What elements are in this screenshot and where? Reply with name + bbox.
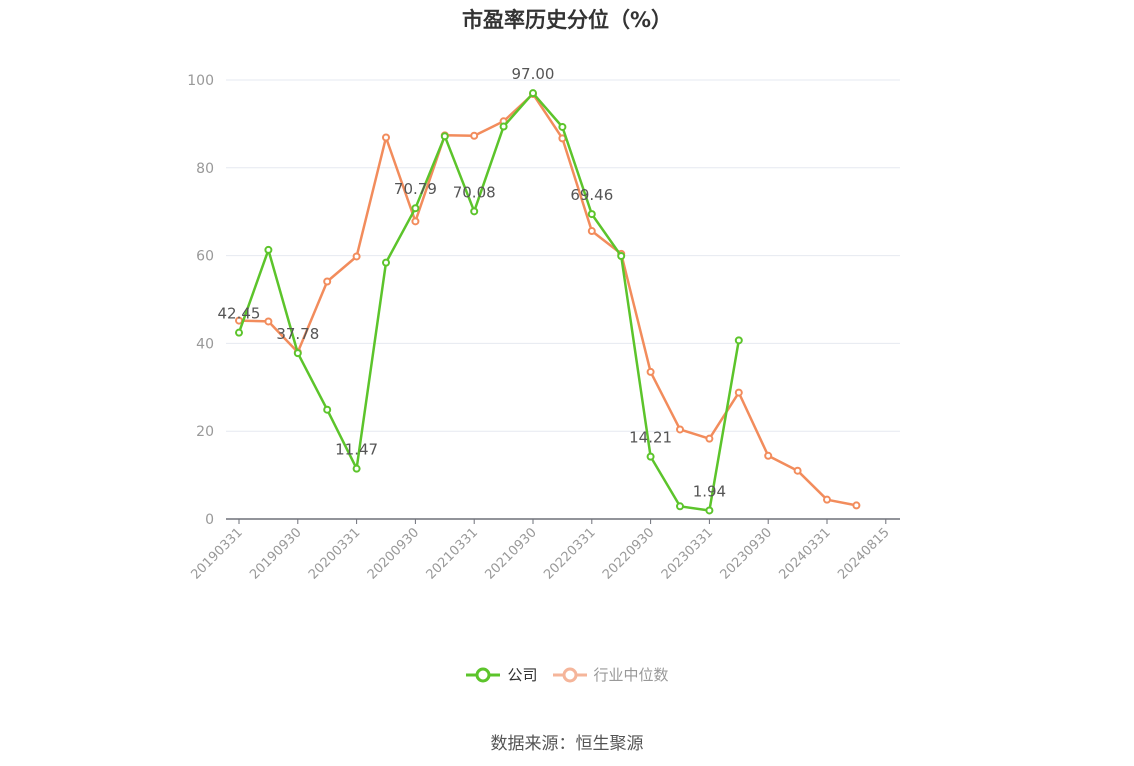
industry-point [764,451,773,460]
industry-point [352,252,361,261]
industry-point [646,367,655,376]
company-point [382,258,390,267]
data-label: 70.08 [453,183,496,201]
series-lines [235,89,861,515]
x-tick-label: 20200930 [365,525,422,582]
legend-label-industry: 行业中位数 [593,666,669,684]
x-tick-label: 20220930 [600,525,657,582]
industry-point [793,466,802,475]
y-tick-label: 20 [196,424,214,440]
company-point [558,122,567,131]
industry-point [587,227,596,236]
x-tick-label: 20230930 [718,525,775,582]
data-label: 42.45 [218,305,261,323]
company-point [529,89,537,98]
company-point [235,328,243,337]
industry-point [264,317,273,326]
data-label: 97.00 [512,65,555,83]
y-tick-label: 0 [205,512,214,528]
company-point [676,502,684,511]
industry-point [411,217,420,226]
data-label: 70.79 [394,180,437,198]
legend-label-company: 公司 [507,666,538,684]
industry-line [238,92,857,507]
industry-point [823,495,831,504]
industry-point [382,133,390,142]
company-point [293,349,302,358]
x-tick-label: 20210331 [424,525,481,582]
y-tick-label: 40 [196,336,214,352]
data-label: 1.94 [693,482,726,500]
company-point [411,204,420,213]
company-line [237,91,741,512]
x-tick-label: 20220331 [541,525,598,582]
x-tick-label: 20230331 [659,525,716,582]
industry-point [470,131,479,140]
data-label: 11.47 [335,441,378,459]
y-tick-label: 100 [187,73,214,89]
company-legend-icon [466,667,501,682]
industry-point [705,434,714,443]
legend-item-industry[interactable]: 行业中位数 [552,664,669,685]
company-point [734,336,743,345]
x-tick-label: 20240815 [835,525,892,582]
y-tick-label: 60 [196,249,214,265]
company-point [264,245,273,254]
company-point [587,210,596,219]
x-tick-label: 20190930 [247,525,304,582]
company-point [440,132,449,141]
x-tick-label: 20190331 [188,525,245,582]
company-point [323,405,332,414]
industry-point [323,277,332,286]
x-tick-label: 20240331 [776,525,833,582]
company-point [499,122,508,131]
source-note: 数据来源：恒生聚源 [490,734,644,754]
company-point [705,506,714,515]
company-point [470,207,479,216]
data-labels: 42.45 37.78 11.47 70.79 70.08 97.00 69.46 14.21… [218,65,727,500]
company-point [646,452,655,461]
legend: 公司 行业中位数 [0,664,1134,685]
legend-item-company[interactable]: 公司 [465,664,538,685]
data-label: 14.21 [629,429,672,447]
company-point [617,252,626,261]
chart-title: 市盈率历史分位（%） [461,8,673,32]
x-tick-label: 20210930 [482,525,539,582]
data-label: 69.46 [570,186,613,204]
industry-legend-icon [552,667,587,682]
x-tick-label: 20200331 [306,525,363,582]
industry-point [734,388,743,397]
company-point [352,464,361,473]
industry-point [852,501,861,510]
data-label: 37.78 [276,325,319,343]
y-tick-label: 80 [196,161,214,177]
industry-point [676,425,684,434]
